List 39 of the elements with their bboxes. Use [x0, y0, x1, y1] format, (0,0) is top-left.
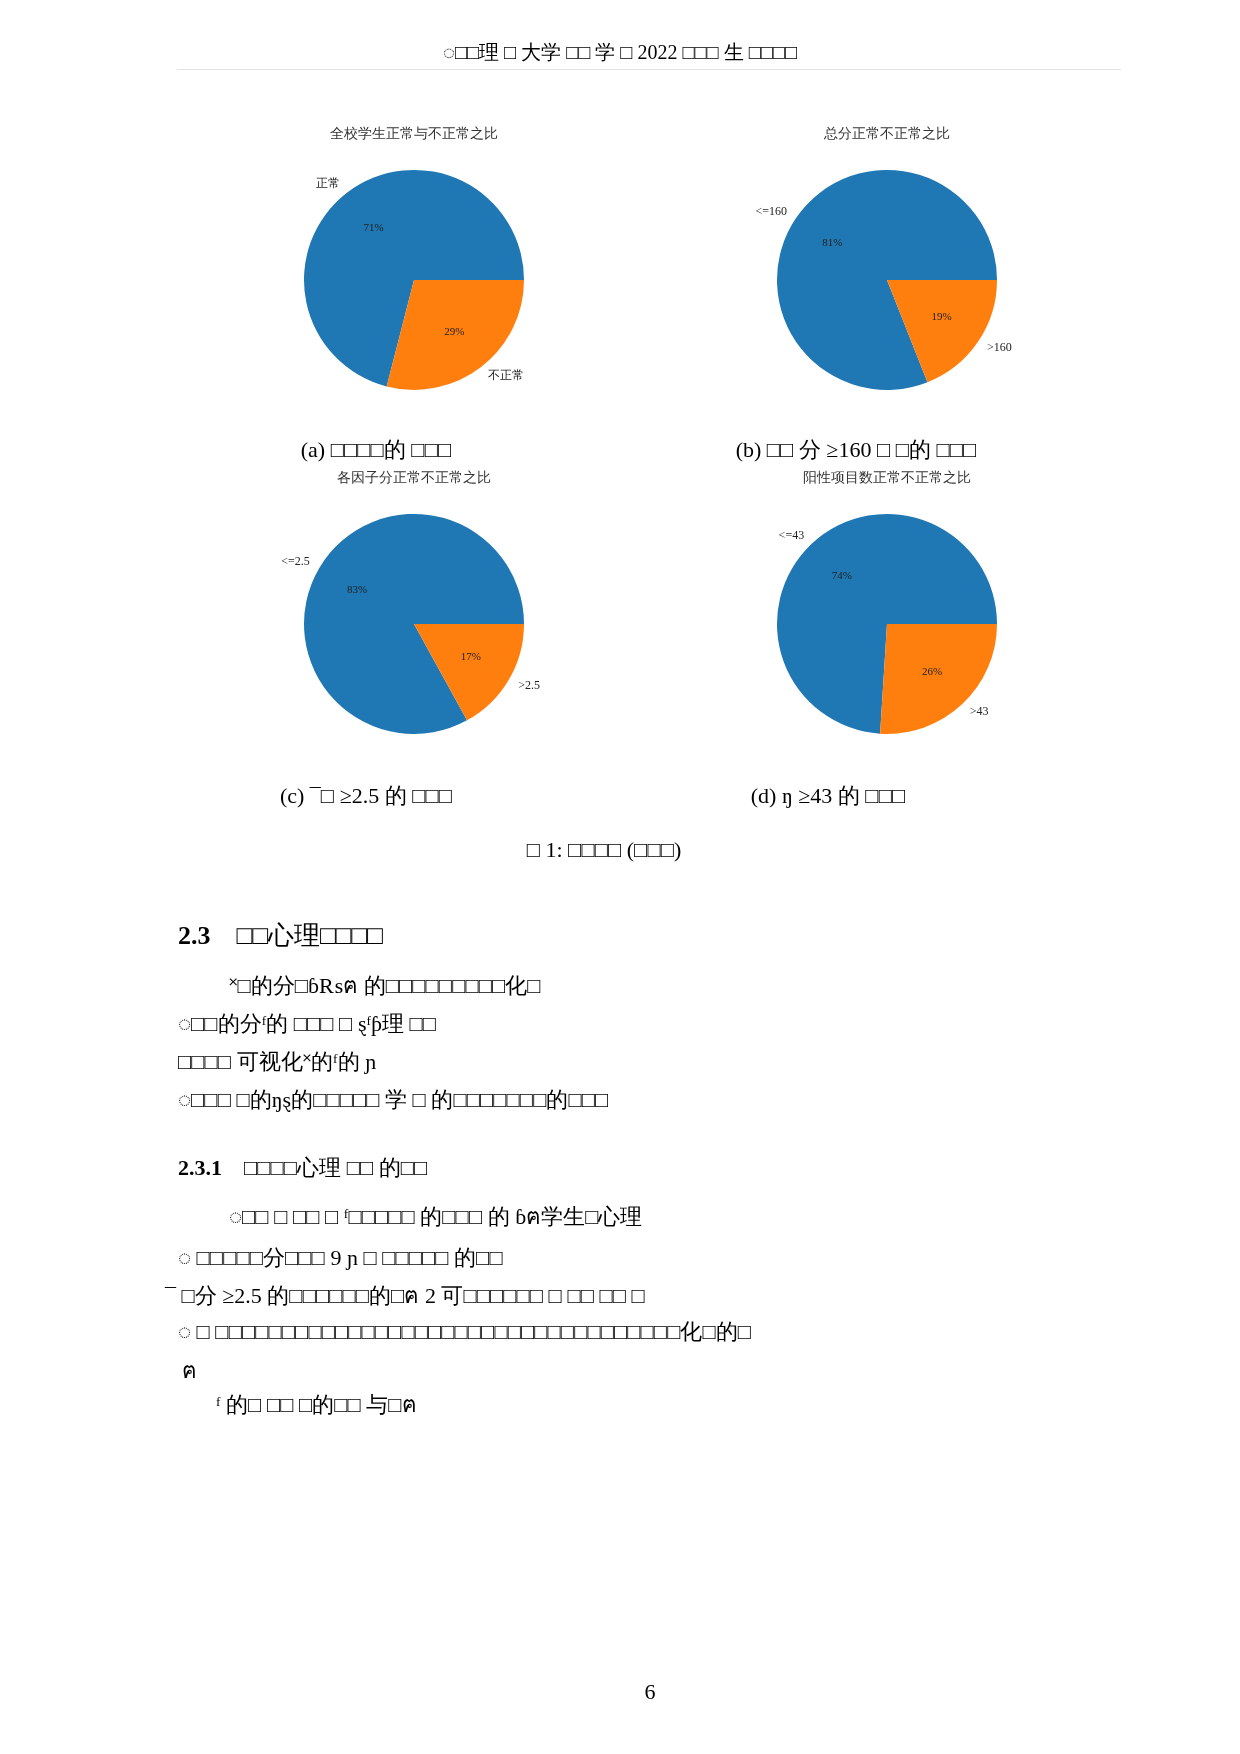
slice-label: 不正常: [488, 367, 525, 382]
text: ◌ □□□□□分□□□ 9 ɲ □ □□□□□ 的□□: [178, 1245, 503, 1271]
slice-label: <=43: [778, 527, 805, 542]
data-label: 81%: [822, 235, 843, 248]
text: □ 1: □□□□ (□□□): [526, 837, 682, 863]
text: 2.3.1 □□□□心理 □□ 的□□: [178, 1155, 428, 1180]
data-label: 83%: [347, 583, 368, 596]
chart-title: 总分正常不正常之比: [823, 125, 950, 142]
text: ◌□□的分ᶠ的 □□□ □ ȿᶠƥ理 □□: [178, 1011, 437, 1037]
text: ¯ □分 ≥2.5 的□□□□□□的□ฅ 2 可□□□□□□ □ □□ □□ □: [165, 1283, 645, 1309]
text: 6: [644, 1679, 656, 1705]
text: ◌□□ □ □□ □ ᶠ□□□□□ 的□□□ 的 ɓฅ学生□心理: [229, 1204, 643, 1230]
text: ◌□□□ □的ŋȿ的□□□□□ 学 □ 的□□□□□□□的□□□: [178, 1087, 609, 1113]
slice-label: <=2.5: [281, 554, 310, 569]
text: ˟□的分□ɓ₨ฅ 的□□□□□□□□□化□: [229, 973, 541, 999]
slice-label: 正常: [315, 176, 340, 191]
data-label: 74%: [831, 568, 852, 581]
chart-title: 阳性项目数正常不正常之比: [803, 469, 971, 486]
slice-label: <=160: [755, 204, 787, 219]
data-label: 17%: [460, 650, 481, 663]
data-label: 19%: [931, 309, 952, 322]
text: ◌ □ □□□□□□□□□□□□□□□□□□□□□□□□□□□□□□□□□□□化□的□: [178, 1319, 752, 1345]
data-label: 26%: [922, 664, 943, 677]
chart-title: 全校学生正常与不正常之比: [330, 125, 498, 142]
text: (d) ŋ ≥43 的 □□□: [750, 783, 906, 809]
chart-title: 各因子分正常不正常之比: [337, 469, 491, 486]
text: ◌□□理 □ 大学 □□ 学 □ 2022 □□□ 生 □□□□: [443, 40, 797, 64]
text: (c) ¯□ ≥2.5 的 □□□: [279, 783, 453, 809]
slice-label: >2.5: [518, 677, 540, 692]
text: ᶠ 的□ □□ □的□□ 与□ฅ: [216, 1392, 417, 1418]
slice-label: >160: [987, 340, 1012, 355]
text: (a) □□□□的 □□□: [300, 437, 452, 463]
text: 2.3 □□心理□□□□: [178, 920, 383, 950]
text: ฅ: [182, 1358, 197, 1384]
slice-label: >43: [969, 704, 989, 719]
text: □□□□ 可视化˟的ᶠ的 ɲ: [178, 1049, 377, 1075]
text: (b) □□ 分 ≥160 □ □的 □□□: [735, 437, 977, 463]
data-label: 29%: [444, 324, 465, 337]
data-label: 71%: [363, 220, 384, 233]
